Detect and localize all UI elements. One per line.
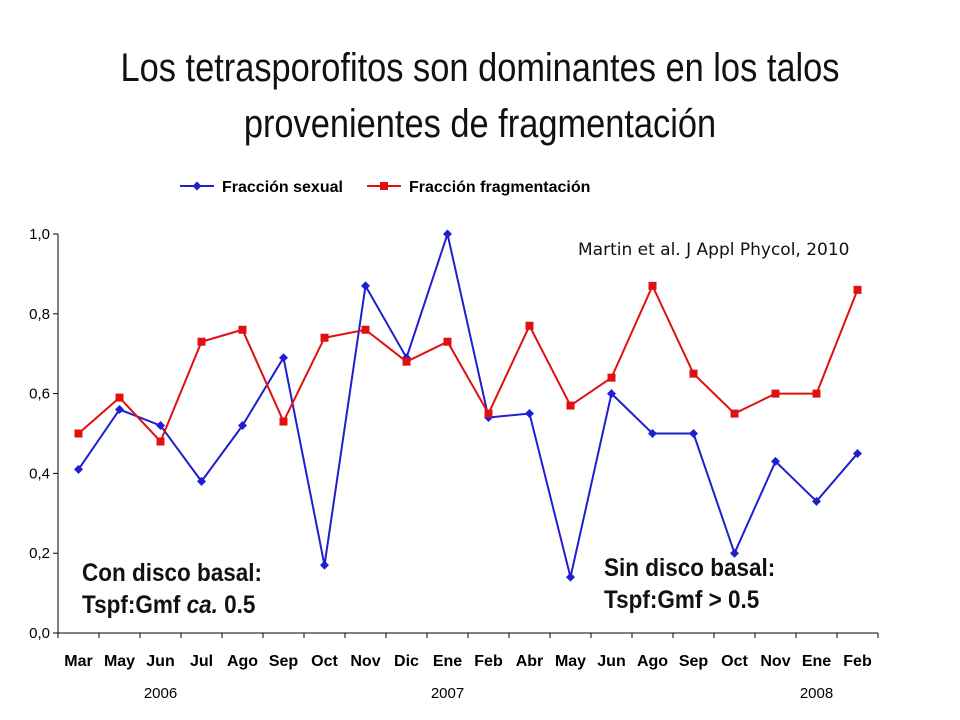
chart-axes: 0,0 0,2 0,4 0,6 0,8 1,0 Mar May Jun Jul Ago Sep Oct N… — [29, 226, 879, 702]
slide-title: Los tetrasporofitos son dominantes en lo… — [67, 40, 893, 152]
x-tick-label: Sep — [679, 653, 709, 670]
data-point-fragmentation — [115, 393, 124, 402]
note-with-basal-disc: Con disco basal: Tspf:Gmf ca. 0.5 — [82, 557, 262, 621]
data-point-fragmentation — [402, 357, 411, 366]
data-point-fragmentation — [812, 389, 821, 398]
data-point-sexual — [689, 429, 698, 438]
legend-marker-square — [380, 182, 388, 190]
x-tick-label: Feb — [843, 653, 872, 670]
data-point-sexual — [361, 281, 370, 291]
x-tick-label: Ago — [227, 653, 258, 670]
x-tick-label: Ene — [802, 653, 831, 670]
data-point-fragmentation — [443, 337, 452, 346]
data-point-sexual — [443, 229, 452, 239]
chart-series — [74, 229, 862, 582]
x-tick-label: Nov — [760, 653, 790, 670]
data-point-fragmentation — [484, 409, 493, 418]
year-label: 2008 — [800, 685, 833, 702]
note-without-basal-disc-line-2: Tspf:Gmf > 0.5 — [604, 586, 760, 614]
note-without-basal-disc-line-1: Sin disco basal: — [604, 554, 776, 582]
data-point-fragmentation — [525, 321, 534, 330]
x-tick-label: Mar — [64, 653, 92, 670]
legend-label: Fracción sexual — [222, 179, 343, 196]
data-point-fragmentation — [566, 401, 575, 410]
data-point-fragmentation — [361, 325, 370, 334]
x-tick-label: Jun — [597, 653, 625, 670]
data-point-fragmentation — [648, 281, 657, 290]
data-point-sexual — [853, 448, 862, 458]
series-line — [77, 283, 859, 444]
x-tick-label: Ene — [433, 653, 462, 670]
note-with-basal-disc-line-2: Tspf:Gmf ca. 0.5 — [82, 589, 262, 621]
series-line — [77, 230, 859, 578]
y-tick-label: 0,6 — [29, 386, 50, 403]
x-tick-label: Nov — [350, 653, 380, 670]
data-point-fragmentation — [607, 373, 616, 382]
data-point-sexual — [812, 496, 821, 506]
note-with-basal-disc-line-1: Con disco basal: — [82, 559, 263, 587]
data-point-fragmentation — [279, 417, 288, 426]
data-point-sexual — [115, 405, 124, 415]
data-point-fragmentation — [853, 285, 862, 294]
data-point-fragmentation — [156, 437, 165, 446]
slide-title-line-2: provenientes de fragmentación — [243, 102, 717, 146]
x-tick-label: Jun — [146, 653, 174, 670]
x-tick-label: Dic — [394, 653, 419, 670]
data-point-sexual — [279, 353, 288, 363]
year-label: 2007 — [431, 685, 464, 702]
note-ratio-prefix: Tspf:Gmf — [82, 591, 187, 619]
data-point-fragmentation — [320, 333, 329, 342]
note-ratio-approx: ca. — [186, 591, 218, 619]
data-point-sexual — [74, 464, 83, 474]
x-tick-label: Ago — [637, 653, 668, 670]
data-point-fragmentation — [74, 429, 83, 438]
y-tick-label: 1,0 — [29, 226, 50, 243]
x-tick-label: Oct — [311, 653, 338, 670]
data-point-fragmentation — [197, 337, 206, 346]
data-point-fragmentation — [689, 369, 698, 378]
note-ratio-value: 0.5 — [217, 591, 256, 619]
data-point-sexual — [525, 409, 534, 419]
data-point-sexual — [730, 548, 739, 558]
x-tick-label: Sep — [269, 653, 299, 670]
y-tick-label: 0,0 — [29, 625, 50, 642]
x-tick-label: May — [104, 653, 135, 670]
note-without-basal-disc: Sin disco basal: Tspf:Gmf > 0.5 — [604, 552, 775, 616]
data-point-fragmentation — [730, 409, 739, 418]
chart-legend: Fracción sexual Fracción fragmentación — [180, 179, 590, 196]
data-point-sexual — [566, 572, 575, 582]
data-point-fragmentation — [238, 325, 247, 334]
data-point-sexual — [156, 421, 165, 431]
data-point-sexual — [320, 560, 329, 570]
y-tick-label: 0,4 — [29, 465, 50, 482]
data-point-sexual — [648, 429, 657, 438]
x-tick-label: Feb — [474, 653, 503, 670]
year-label: 2006 — [144, 685, 177, 702]
slide-title-line-1: Los tetrasporofitos son dominantes en lo… — [120, 46, 840, 90]
x-tick-label: May — [555, 653, 586, 670]
legend-marker-diamond — [192, 181, 202, 191]
data-point-sexual — [238, 421, 247, 431]
x-tick-label: Jul — [190, 653, 213, 670]
data-point-sexual — [771, 456, 780, 466]
data-point-sexual — [197, 476, 206, 486]
y-tick-label: 0,8 — [29, 306, 50, 323]
x-tick-label: Oct — [721, 653, 748, 670]
x-tick-label: Abr — [516, 653, 544, 670]
y-tick-label: 0,2 — [29, 545, 50, 562]
citation: Martin et al. J Appl Phycol, 2010 — [578, 240, 850, 260]
data-point-sexual — [607, 389, 616, 399]
data-point-fragmentation — [771, 389, 780, 398]
legend-label: Fracción fragmentación — [409, 179, 590, 196]
